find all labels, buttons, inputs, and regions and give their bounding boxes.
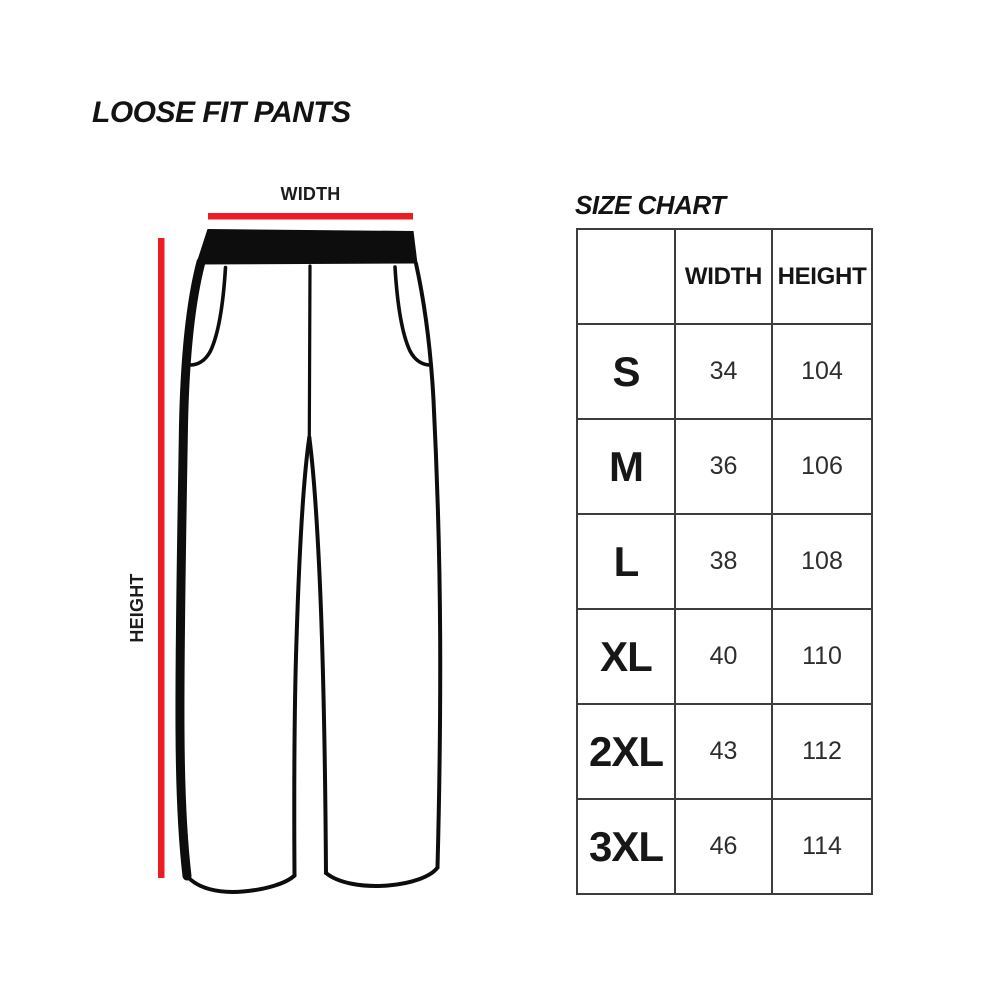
right-outer-seam (414, 261, 443, 870)
height-value: 104 (771, 323, 873, 420)
height-value: 108 (771, 513, 873, 610)
height-value: 106 (771, 418, 873, 515)
size-label: XL (576, 608, 676, 705)
width-value: 34 (674, 323, 773, 420)
table-row: S 34 104 (576, 323, 873, 420)
height-dimension-label: HEIGHT (127, 573, 147, 643)
width-value: 46 (674, 798, 773, 895)
left-leg-hem (185, 873, 297, 894)
pants-outline-illustration (175, 229, 443, 894)
header-cell-height: HEIGHT (771, 228, 873, 325)
table-row: 3XL 46 114 (576, 798, 873, 895)
table-row: 2XL 43 112 (576, 703, 873, 800)
header-cell-width: WIDTH (674, 228, 773, 325)
page-title: LOOSE FIT PANTS (92, 96, 351, 129)
size-label: L (576, 513, 676, 610)
width-dimension-label: WIDTH (280, 184, 341, 204)
height-value: 110 (771, 608, 873, 705)
width-value: 36 (674, 418, 773, 515)
right-pocket-curve (393, 265, 433, 367)
right-leg-hem (324, 865, 440, 888)
center-front-seam (307, 264, 312, 440)
height-value: 114 (771, 798, 873, 895)
width-value: 40 (674, 608, 773, 705)
width-dimension-line (208, 213, 413, 220)
size-label: 2XL (576, 703, 676, 800)
left-inseam (292, 435, 312, 878)
left-outer-seam (175, 257, 206, 881)
height-dimension-line (158, 238, 165, 878)
width-value: 43 (674, 703, 773, 800)
width-value: 38 (674, 513, 773, 610)
size-label: 3XL (576, 798, 676, 895)
header-cell-size (576, 228, 676, 325)
size-label: S (576, 323, 676, 420)
waistband-shape (196, 229, 418, 265)
size-label: M (576, 418, 676, 515)
table-row: XL 40 110 (576, 608, 873, 705)
pants-measurement-diagram (158, 213, 443, 894)
height-value: 112 (771, 703, 873, 800)
table-row: L 38 108 (576, 513, 873, 610)
right-inseam (307, 435, 328, 875)
size-chart-title: SIZE CHART (575, 190, 726, 220)
size-chart-header-row: WIDTH HEIGHT (576, 228, 873, 325)
table-row: M 36 106 (576, 418, 873, 515)
size-chart-table: WIDTH HEIGHT S 34 104 M 36 106 L 38 108 … (576, 228, 873, 895)
left-pocket-curve (188, 265, 228, 367)
